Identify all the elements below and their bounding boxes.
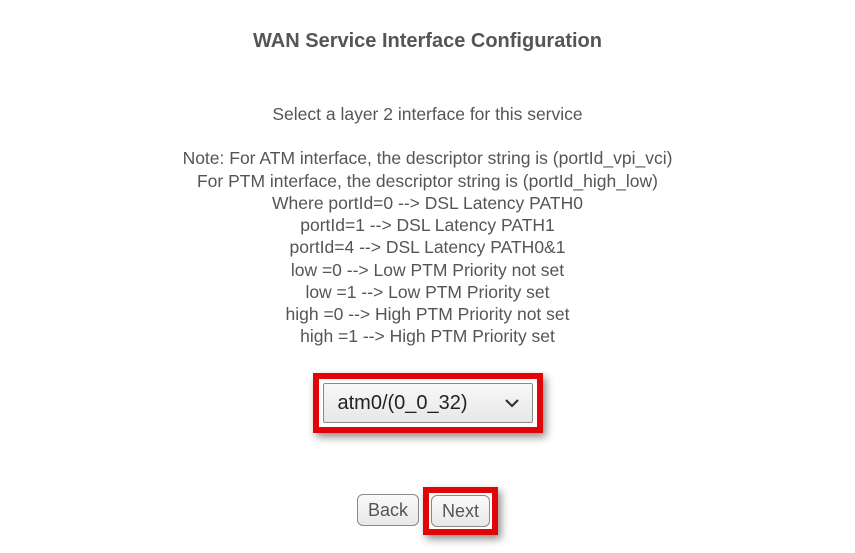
interface-select-value: atm0/(0_0_32) bbox=[338, 392, 468, 415]
interface-select-highlight: atm0/(0_0_32) bbox=[313, 373, 543, 433]
interface-select[interactable]: atm0/(0_0_32) bbox=[323, 383, 533, 423]
desc-low1: low =1 --> Low PTM Priority set bbox=[0, 281, 855, 303]
desc-port1: portId=1 --> DSL Latency PATH1 bbox=[0, 214, 855, 236]
next-button-highlight: Next bbox=[423, 487, 498, 535]
highlight-border: atm0/(0_0_32) bbox=[313, 373, 543, 433]
desc-port0: Where portId=0 --> DSL Latency PATH0 bbox=[0, 192, 855, 214]
desc-high0: high =0 --> High PTM Priority not set bbox=[0, 303, 855, 325]
wan-config-page: WAN Service Interface Configuration Sele… bbox=[0, 0, 855, 553]
chevron-down-icon bbox=[504, 398, 520, 408]
desc-blank bbox=[0, 125, 855, 147]
page-title: WAN Service Interface Configuration bbox=[0, 0, 855, 53]
desc-select-line: Select a layer 2 interface for this serv… bbox=[0, 103, 855, 125]
desc-high1: high =1 --> High PTM Priority set bbox=[0, 325, 855, 347]
next-button[interactable]: Next bbox=[431, 495, 490, 527]
desc-low0: low =0 --> Low PTM Priority not set bbox=[0, 259, 855, 281]
buttons-row: Back Next bbox=[0, 487, 855, 535]
description-block: Select a layer 2 interface for this serv… bbox=[0, 103, 855, 347]
desc-note-ptm: For PTM interface, the descriptor string… bbox=[0, 170, 855, 192]
back-button[interactable]: Back bbox=[357, 494, 419, 526]
desc-port4: portId=4 --> DSL Latency PATH0&1 bbox=[0, 236, 855, 258]
desc-note-atm: Note: For ATM interface, the descriptor … bbox=[0, 147, 855, 169]
